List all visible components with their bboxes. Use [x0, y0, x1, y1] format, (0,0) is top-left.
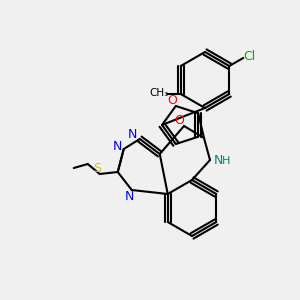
Text: O: O: [174, 115, 184, 128]
Text: N: N: [125, 190, 134, 202]
Text: O: O: [167, 94, 177, 107]
Text: Cl: Cl: [243, 50, 255, 62]
Text: CH₃: CH₃: [149, 88, 168, 98]
Text: S: S: [93, 163, 101, 176]
Text: N: N: [213, 154, 223, 166]
Text: N: N: [113, 140, 122, 154]
Text: H: H: [222, 156, 230, 166]
Text: N: N: [128, 128, 137, 140]
